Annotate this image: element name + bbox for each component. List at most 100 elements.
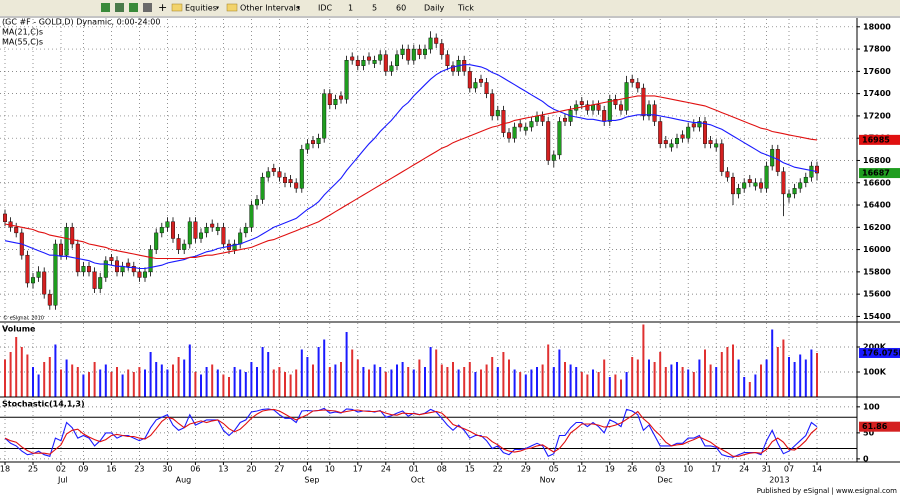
volume-bar [760, 364, 762, 397]
candle-body [389, 65, 394, 72]
volume-bar [502, 352, 505, 397]
volume-bar [76, 367, 79, 397]
candle-body [518, 123, 523, 128]
icon[interactable] [101, 3, 110, 12]
volume-bar [233, 367, 236, 397]
candle-body [249, 204, 254, 228]
candle-body [725, 171, 730, 178]
month-label: Sep [304, 476, 319, 485]
candle-body [512, 126, 517, 139]
volume-bar [116, 367, 118, 397]
candle-body [703, 121, 708, 144]
volume-bar [816, 352, 818, 397]
volume-bar [687, 369, 690, 397]
toolbar-item[interactable]: Tick [457, 4, 474, 13]
candle-body [495, 110, 500, 117]
candle-body [400, 48, 405, 55]
volume-bar [222, 374, 225, 397]
icon[interactable] [143, 3, 152, 12]
volume-bar [289, 374, 292, 397]
candle-body [686, 126, 691, 139]
candle-body [647, 104, 652, 117]
y-tick-label: 100K [863, 368, 887, 377]
candle-body [126, 262, 131, 267]
volume-bar [463, 367, 466, 397]
candle-body [557, 121, 562, 156]
volume-bar [592, 369, 594, 397]
candle-body [473, 82, 478, 89]
volume-bar [177, 357, 180, 397]
toolbar-item[interactable]: Daily [424, 4, 445, 13]
candle-body [563, 117, 568, 122]
candle-body [479, 78, 484, 83]
volume-bar [250, 362, 253, 397]
chart-title: (GC #F - GOLD,D) Dynamic, 0:00-24:00 [2, 18, 160, 27]
volume-bar [452, 362, 454, 397]
toolbar-item[interactable]: Other Intervals [240, 4, 300, 13]
volume-bar [244, 372, 247, 397]
volume-bar [384, 372, 387, 397]
volume-bar [804, 359, 807, 397]
candle-body [535, 115, 540, 122]
candle-body [64, 227, 69, 256]
volume-bar [60, 369, 62, 397]
toolbar-item[interactable]: 5 [372, 4, 377, 13]
y-tick-label: 16000 [863, 245, 891, 254]
last-price-label: 16687 [862, 169, 890, 178]
candle-body [798, 182, 803, 189]
volume-bar [205, 367, 208, 397]
volume-bar [715, 367, 718, 397]
y-tick-label: 17800 [863, 45, 891, 54]
x-tick-label: 27 [274, 465, 284, 474]
candle-body [42, 271, 47, 295]
folder-icon[interactable] [226, 3, 238, 12]
toolbar-item[interactable]: IDC [318, 4, 333, 13]
candle-body [137, 271, 142, 278]
volume-bar [407, 367, 410, 397]
volume-bar [396, 364, 398, 397]
volume-bar [810, 349, 813, 397]
candle-body [680, 134, 685, 139]
candle-body [283, 176, 288, 183]
panel-title: Volume [2, 325, 36, 334]
dropdown-arrow: ▾ [216, 5, 219, 12]
toolbar-item[interactable]: 1 [348, 4, 353, 13]
candle-body [372, 60, 377, 64]
candle-body [109, 257, 114, 261]
candle-body [484, 82, 489, 94]
candle-body [36, 271, 41, 278]
toolbar-item[interactable]: Equities [185, 4, 217, 13]
volume-bar [491, 357, 494, 397]
toolbar-item[interactable]: 60 [396, 4, 406, 13]
stochastic-line [4, 407, 818, 458]
volume-bar [317, 347, 320, 397]
x-tick-label: 22 [493, 465, 503, 474]
volume-bar [362, 367, 365, 397]
stochastic-value-label-box [859, 421, 900, 432]
candle-body [529, 121, 534, 128]
volume-bar [737, 359, 740, 397]
icon[interactable] [129, 3, 138, 12]
volume-bar [424, 367, 426, 397]
volume-bar [37, 374, 40, 397]
volume-bar [754, 374, 757, 397]
volume-bar [216, 369, 219, 397]
icon[interactable] [115, 3, 124, 12]
candle-body [148, 249, 153, 273]
x-tick-label: 06 [190, 465, 200, 474]
icon-plus[interactable]: + [158, 1, 167, 14]
volume-bar [194, 372, 197, 397]
volume-bar [32, 367, 34, 397]
volume-bar [631, 357, 634, 397]
candle-body [708, 140, 713, 144]
volume-bar [211, 364, 214, 397]
x-tick-label: 26 [627, 465, 637, 474]
volume-bar [155, 362, 158, 397]
volume-bar [636, 359, 639, 397]
folder-icon[interactable] [171, 3, 183, 12]
y-tick-label: 16400 [863, 201, 891, 210]
x-tick-label: 30 [162, 465, 172, 474]
candle-body [803, 176, 808, 183]
candle-body [31, 277, 36, 284]
volume-bar [564, 362, 566, 397]
